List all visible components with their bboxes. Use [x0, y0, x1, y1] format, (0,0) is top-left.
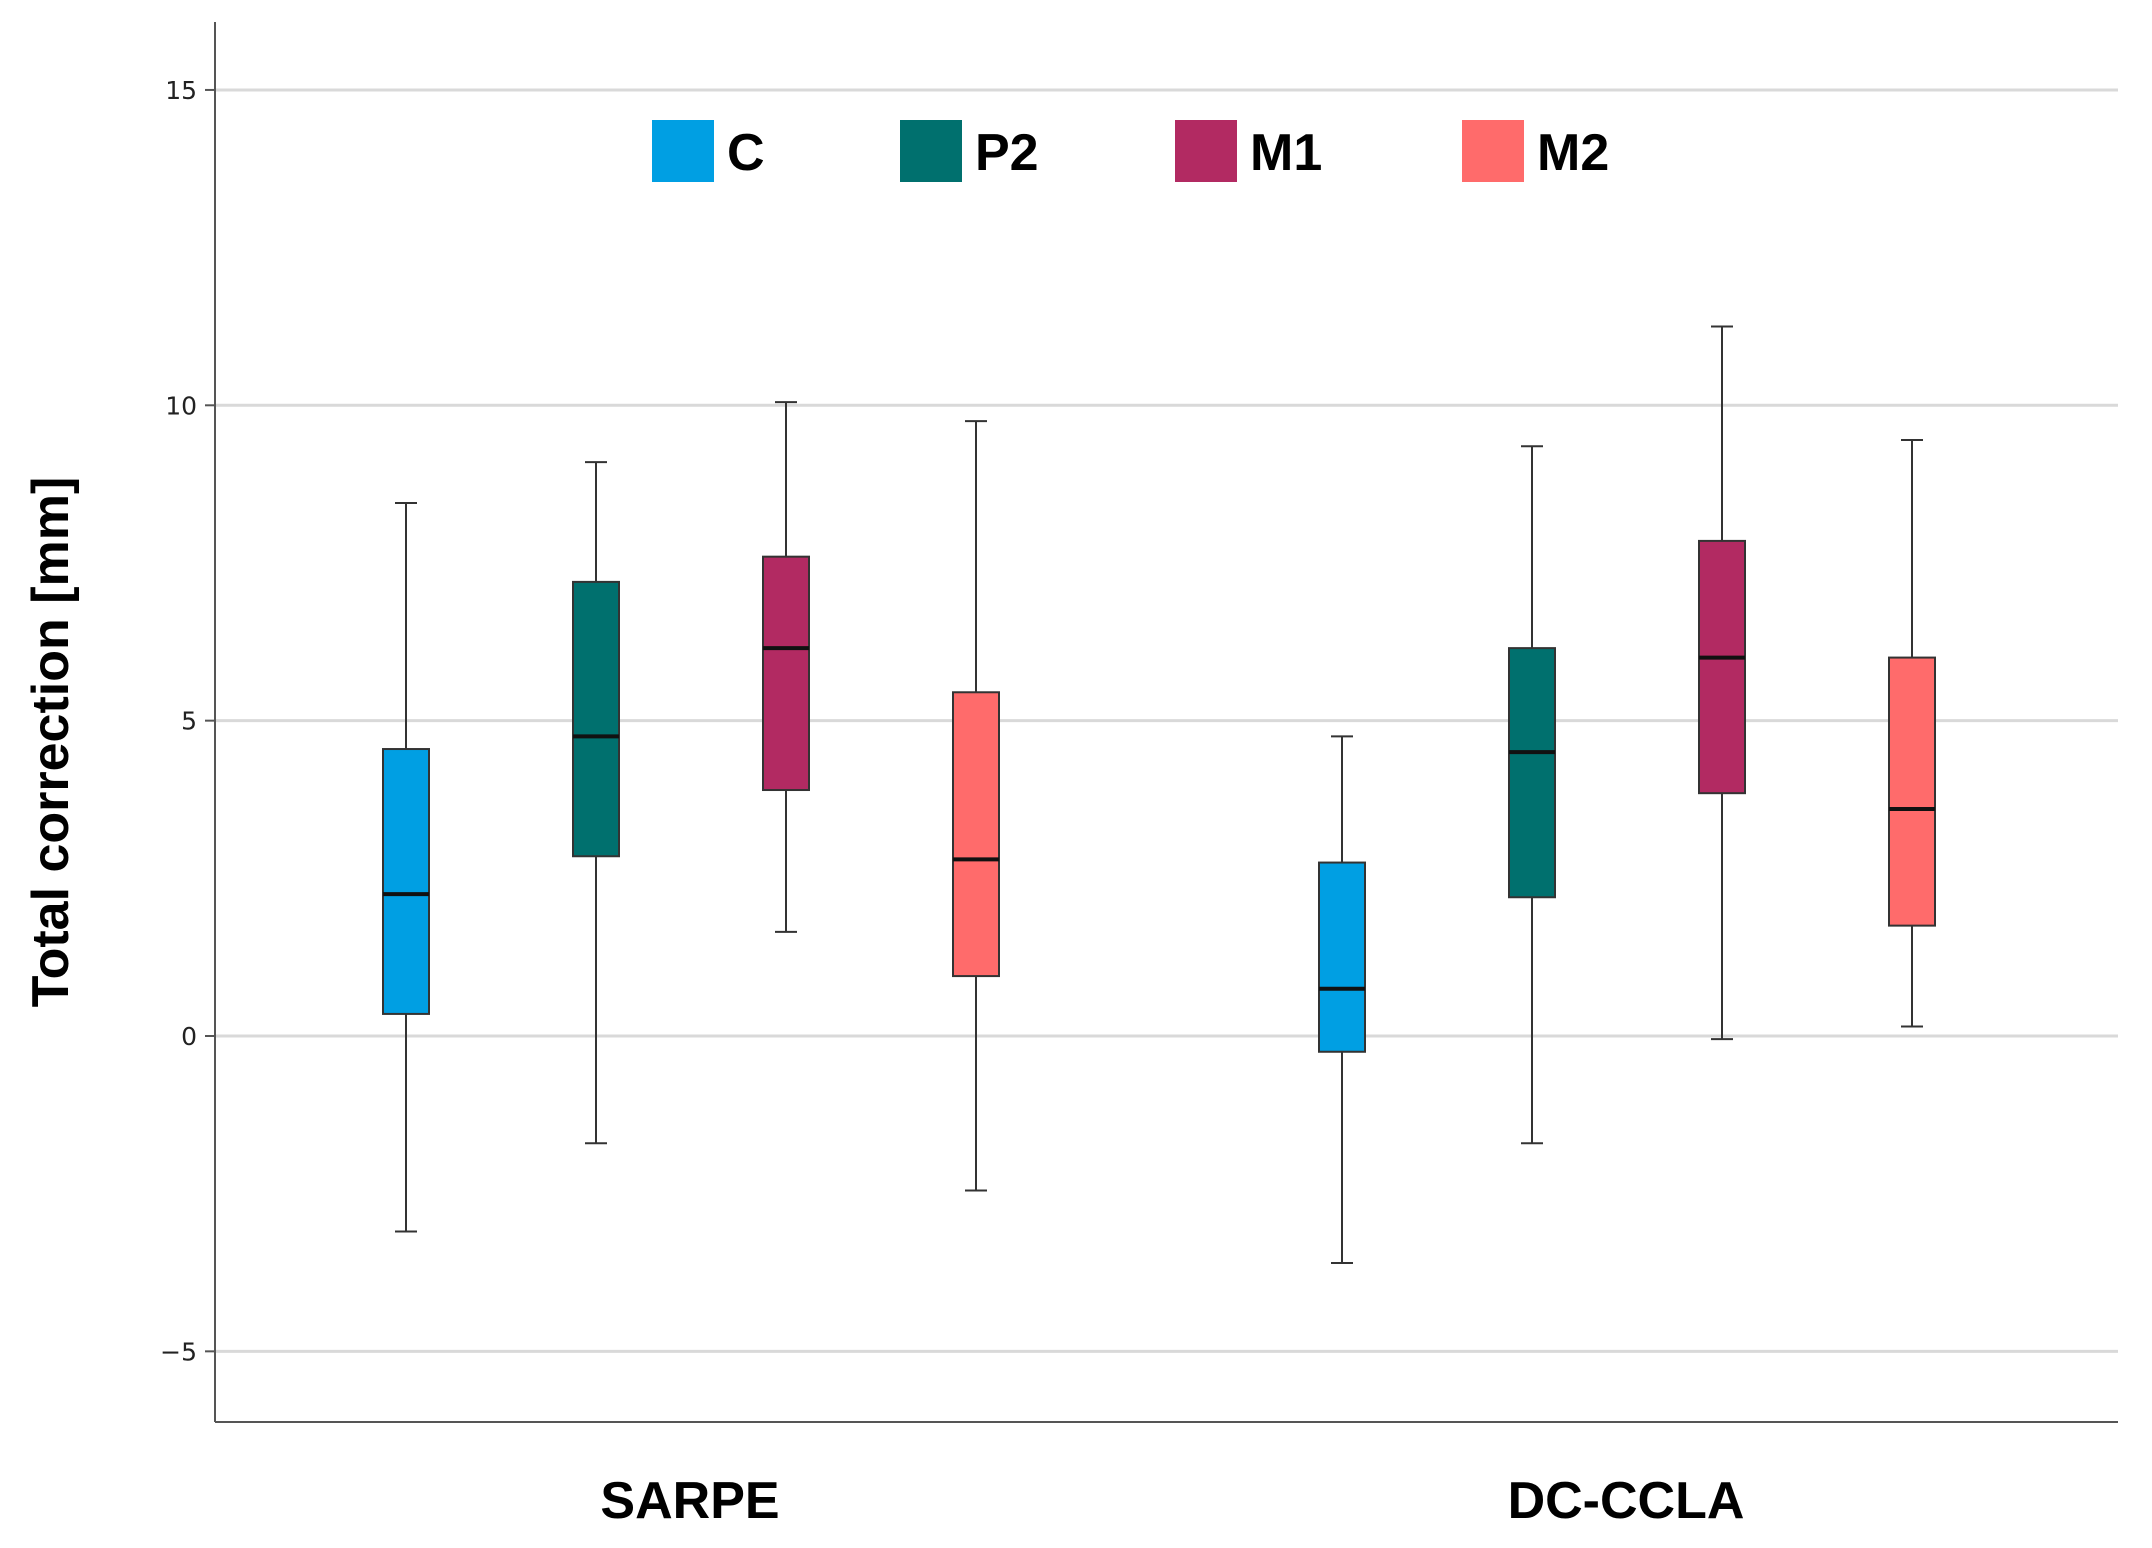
legend-swatch-m2 — [1462, 120, 1524, 182]
legend-label-m1: M1 — [1250, 124, 1322, 182]
legend-swatch-p2 — [900, 120, 962, 182]
legend-swatch-c — [652, 120, 714, 182]
y-tick-label: −5 — [160, 1337, 197, 1366]
legend-label-c: C — [727, 124, 765, 182]
box-m1-sarpe — [762, 555, 810, 792]
category-label-dc-ccla: DC-CCLA — [1508, 1472, 1745, 1530]
box-m2-dc-ccla — [1888, 656, 1936, 927]
category-label-sarpe: SARPE — [600, 1472, 779, 1530]
legend-label-p2: P2 — [975, 124, 1039, 182]
y-tick-label: 0 — [181, 1022, 197, 1051]
legend-label-m2: M2 — [1537, 124, 1609, 182]
box-p2-sarpe — [572, 580, 620, 858]
legend-swatch-m1 — [1175, 120, 1237, 182]
box-c-sarpe — [382, 748, 430, 1015]
y-axis-label: Total correction [mm] — [22, 477, 80, 1008]
y-tick-label: 15 — [165, 76, 197, 105]
box-p2-dc-ccla — [1508, 647, 1556, 899]
box-m2-sarpe — [952, 691, 1000, 978]
box-m1-dc-ccla — [1698, 539, 1746, 795]
y-tick-label: 5 — [181, 707, 197, 736]
y-tick-label: 10 — [165, 391, 197, 420]
box-c-dc-ccla — [1318, 861, 1366, 1053]
